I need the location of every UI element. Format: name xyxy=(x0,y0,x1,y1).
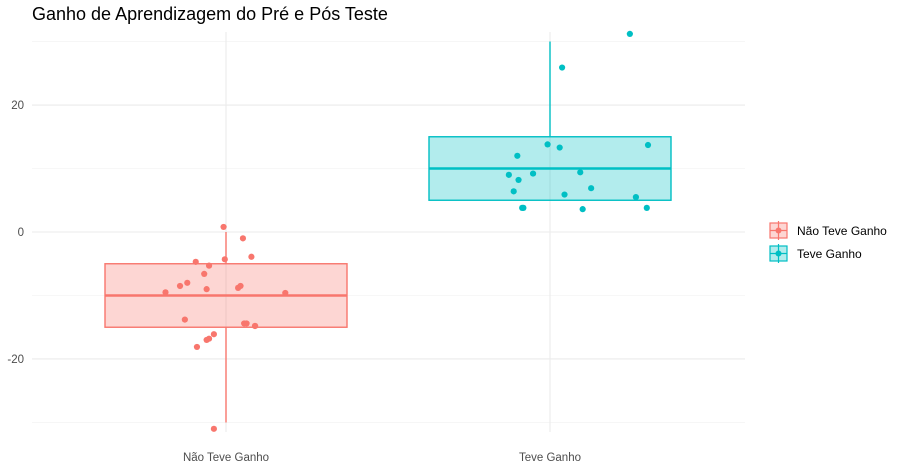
legend-label: Não Teve Ganho xyxy=(797,224,887,238)
data-point xyxy=(220,223,227,231)
data-point xyxy=(221,256,228,263)
data-point xyxy=(251,322,259,330)
x-tick-label: Teve Ganho xyxy=(519,452,581,464)
data-point xyxy=(514,152,521,159)
box-group xyxy=(104,41,672,423)
data-point xyxy=(577,169,584,176)
data-point xyxy=(626,30,633,38)
data-point xyxy=(544,141,551,148)
y-axis-tick-labels: -20 0 20 xyxy=(7,100,24,366)
gridlines xyxy=(32,32,745,432)
data-point xyxy=(644,141,652,149)
data-point xyxy=(162,289,169,296)
data-point xyxy=(505,171,512,178)
data-point xyxy=(176,282,184,290)
data-point xyxy=(239,235,247,242)
legend-key-point xyxy=(775,250,782,257)
data-point xyxy=(210,331,217,338)
data-point xyxy=(515,176,522,184)
data-point xyxy=(248,253,255,260)
data-point xyxy=(237,282,244,290)
data-point xyxy=(181,316,188,323)
y-tick-label: -20 xyxy=(7,354,24,366)
data-point xyxy=(184,279,191,286)
chart-title: Ganho de Aprendizagem do Pré e Pós Teste xyxy=(32,4,388,24)
data-point xyxy=(529,170,537,177)
data-point xyxy=(243,320,250,327)
data-point xyxy=(210,425,217,432)
data-point xyxy=(205,262,213,269)
y-tick-label: 0 xyxy=(18,227,24,239)
data-point xyxy=(201,270,208,278)
data-point xyxy=(556,144,563,151)
data-point xyxy=(632,193,640,201)
point-group xyxy=(162,30,652,432)
data-point xyxy=(193,343,201,351)
data-point xyxy=(579,206,586,213)
legend-label: Teve Ganho xyxy=(797,247,862,261)
legend: Não Teve Ganho Teve Ganho xyxy=(769,221,887,263)
data-point xyxy=(510,188,517,195)
data-point xyxy=(561,191,568,198)
data-point xyxy=(203,286,210,293)
legend-key-point xyxy=(775,227,782,234)
data-point xyxy=(559,64,566,71)
x-tick-label: Não Teve Ganho xyxy=(183,452,269,464)
data-point xyxy=(205,335,213,342)
y-tick-label: 20 xyxy=(11,100,24,112)
data-point xyxy=(520,204,527,211)
data-point xyxy=(643,204,650,211)
data-point xyxy=(282,289,289,297)
data-point xyxy=(192,258,199,265)
x-axis-tick-labels: Não Teve Ganho Teve Ganho xyxy=(183,452,581,464)
data-point xyxy=(588,185,595,192)
